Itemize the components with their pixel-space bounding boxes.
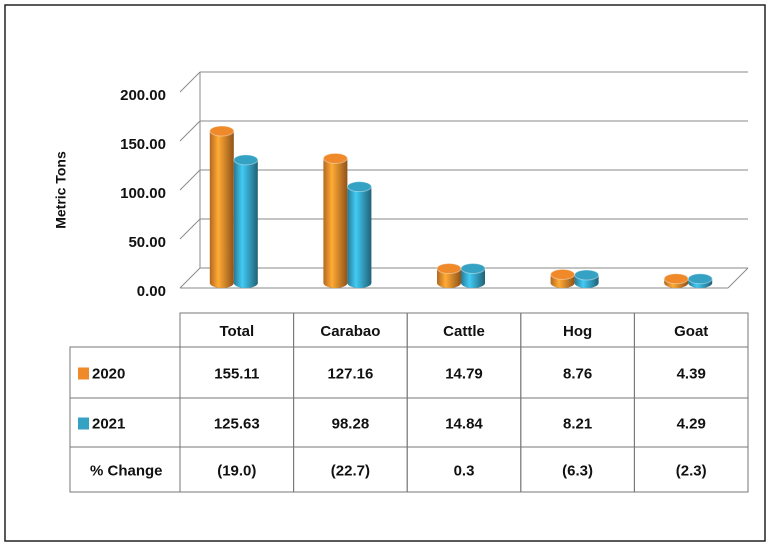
- x-tick-label: Goat: [674, 323, 708, 340]
- bar: [460, 262, 486, 288]
- x-tick-label: Hog: [563, 323, 592, 340]
- x-tick-label: Cattle: [443, 323, 485, 340]
- row-label: % Change: [90, 462, 163, 479]
- table-value: 8.21: [563, 415, 592, 432]
- table-value: (2.3): [676, 462, 707, 479]
- y-axis-label: Metric Tons: [53, 151, 69, 229]
- table-value: 127.16: [327, 365, 373, 382]
- bar: [550, 268, 576, 288]
- bar-top: [346, 181, 372, 193]
- bar-body: [347, 186, 372, 283]
- bar-body: [233, 159, 258, 283]
- table-value: 4.39: [677, 365, 706, 382]
- table-value: (6.3): [562, 462, 593, 479]
- bar-top: [574, 269, 600, 281]
- bar: [346, 181, 372, 288]
- bar-top: [233, 154, 259, 166]
- table-value: 98.28: [332, 415, 370, 432]
- bar: [233, 154, 259, 288]
- y-tick-label: 50.00: [128, 234, 166, 251]
- y-tick-label: 150.00: [120, 136, 166, 153]
- table-value: (19.0): [217, 462, 256, 479]
- table-value: 4.29: [677, 415, 706, 432]
- bar: [663, 273, 689, 288]
- bar-body: [209, 130, 234, 283]
- legend-key: [78, 417, 89, 430]
- y-tick-label: 200.00: [120, 87, 166, 104]
- axis-floor-side: [727, 267, 749, 289]
- frame: [4, 4, 766, 542]
- grid-line-side: [179, 267, 201, 289]
- bar: [209, 125, 235, 288]
- bar: [322, 152, 348, 288]
- bar-top: [550, 268, 576, 280]
- bar-top: [663, 273, 689, 285]
- bar-top: [322, 152, 348, 164]
- y-tick-label: 100.00: [120, 185, 166, 202]
- grid-line-side: [179, 71, 201, 93]
- table-value: 125.63: [214, 415, 260, 432]
- bar: [687, 273, 713, 288]
- x-tick-label: Carabao: [320, 323, 380, 340]
- x-tick-label: Total: [219, 323, 254, 340]
- bar-top: [460, 262, 486, 274]
- grid-line-side: [179, 169, 201, 191]
- legend-label: 2020: [92, 365, 125, 382]
- table-value: 14.84: [445, 415, 483, 432]
- bar-top: [436, 263, 462, 275]
- table-value: 0.3: [454, 462, 475, 479]
- bar-top: [209, 125, 235, 137]
- table-value: 8.76: [563, 365, 592, 382]
- table-value: 14.79: [445, 365, 483, 382]
- table-value: 155.11: [214, 365, 259, 382]
- grid-line-side: [179, 218, 201, 240]
- y-tick-label: 0.00: [137, 283, 166, 300]
- bar-top: [687, 273, 713, 285]
- legend-key: [78, 367, 89, 380]
- bar: [436, 263, 462, 288]
- bar: [574, 269, 600, 288]
- legend-label: 2021: [92, 415, 125, 432]
- table-cell: [633, 446, 749, 493]
- bar-body: [323, 158, 348, 283]
- table-value: (22.7): [331, 462, 370, 479]
- grid-line-side: [179, 120, 201, 142]
